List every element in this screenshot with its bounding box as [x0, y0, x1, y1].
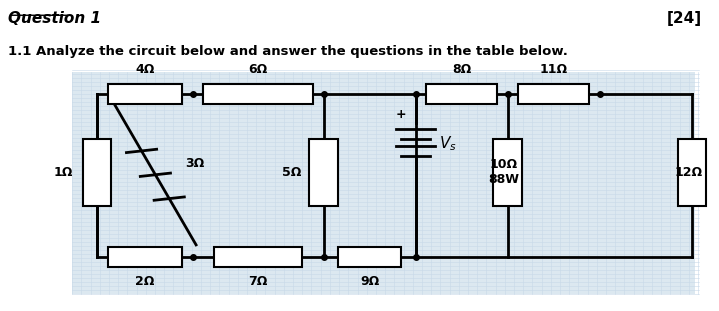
Bar — [309, 138, 338, 207]
Text: 2Ω: 2Ω — [135, 275, 155, 288]
Text: +: + — [396, 108, 407, 121]
FancyBboxPatch shape — [72, 72, 695, 294]
Text: Question 1: Question 1 — [9, 11, 101, 26]
Text: 6Ω: 6Ω — [248, 63, 267, 76]
Bar — [108, 84, 182, 104]
Text: 8Ω: 8Ω — [452, 63, 471, 76]
Text: 9Ω: 9Ω — [360, 275, 379, 288]
Text: 4Ω: 4Ω — [135, 63, 155, 76]
Bar — [338, 247, 401, 267]
Bar — [518, 84, 589, 104]
Bar — [203, 84, 313, 104]
Text: 5Ω: 5Ω — [282, 166, 301, 179]
Text: 10Ω
88W: 10Ω 88W — [489, 158, 520, 187]
Text: 7Ω: 7Ω — [248, 275, 267, 288]
Text: 1.1 Analyze the circuit below and answer the questions in the table below.: 1.1 Analyze the circuit below and answer… — [9, 44, 568, 58]
Bar — [214, 247, 302, 267]
Text: 11Ω: 11Ω — [539, 63, 568, 76]
Bar — [83, 138, 111, 207]
Bar — [677, 138, 706, 207]
Text: 12Ω: 12Ω — [674, 166, 702, 179]
Text: [24]: [24] — [667, 11, 702, 26]
Bar — [493, 138, 522, 207]
Text: $V_s$: $V_s$ — [439, 134, 457, 152]
Bar — [108, 247, 182, 267]
Text: 1Ω: 1Ω — [53, 166, 73, 179]
Bar — [426, 84, 497, 104]
Text: 3Ω: 3Ω — [185, 157, 204, 170]
